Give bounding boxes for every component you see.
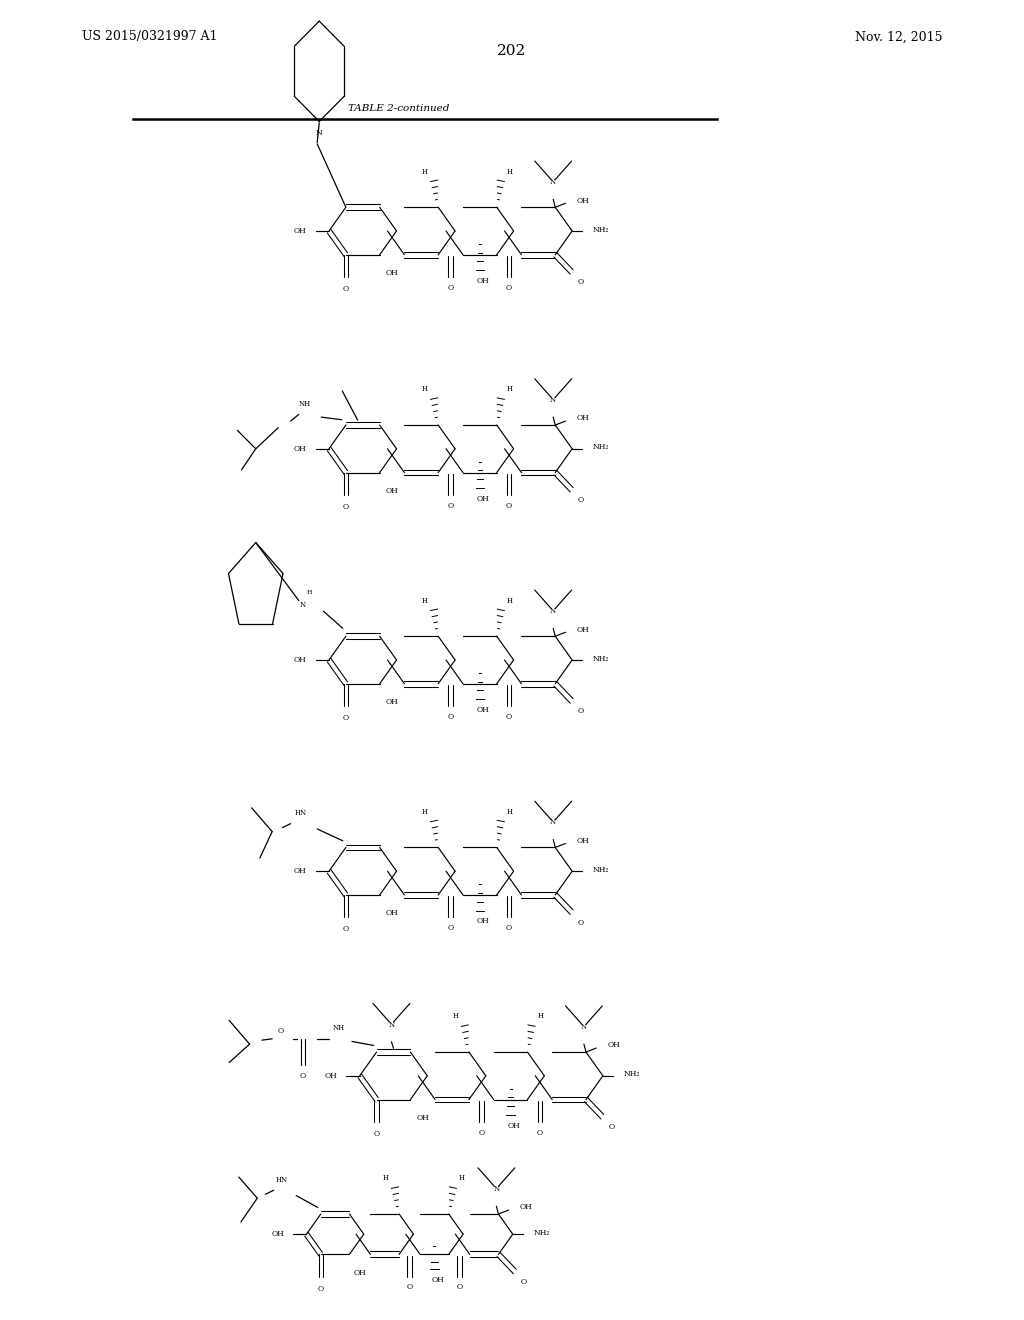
Text: O: O bbox=[447, 924, 454, 932]
Text: O: O bbox=[447, 502, 454, 510]
Text: TABLE 2-continued: TABLE 2-continued bbox=[348, 104, 450, 114]
Text: H: H bbox=[507, 385, 513, 393]
Text: N: N bbox=[550, 396, 556, 404]
Text: H: H bbox=[422, 808, 428, 816]
Text: O: O bbox=[506, 502, 512, 510]
Text: N: N bbox=[581, 1023, 587, 1031]
Text: N: N bbox=[388, 1020, 394, 1028]
Text: N: N bbox=[550, 818, 556, 826]
Text: N: N bbox=[315, 129, 323, 137]
Text: H: H bbox=[538, 1012, 544, 1020]
Text: O: O bbox=[447, 284, 454, 292]
Text: 202: 202 bbox=[498, 44, 526, 58]
Text: O: O bbox=[278, 1027, 284, 1035]
Text: O: O bbox=[343, 503, 349, 511]
Text: NH₂: NH₂ bbox=[534, 1229, 550, 1237]
Text: OH: OH bbox=[386, 909, 398, 917]
Text: N: N bbox=[550, 178, 556, 186]
Text: N: N bbox=[300, 601, 306, 609]
Text: H: H bbox=[507, 168, 513, 176]
Text: NH: NH bbox=[299, 400, 311, 408]
Text: NH₂: NH₂ bbox=[593, 226, 609, 234]
Text: OH: OH bbox=[294, 227, 306, 235]
Text: H: H bbox=[383, 1175, 389, 1183]
Text: OH: OH bbox=[476, 495, 489, 503]
Text: Nov. 12, 2015: Nov. 12, 2015 bbox=[855, 30, 942, 44]
Text: OH: OH bbox=[520, 1204, 532, 1212]
Text: OH: OH bbox=[417, 1114, 429, 1122]
Text: H: H bbox=[422, 597, 428, 605]
Text: O: O bbox=[478, 1129, 484, 1137]
Text: O: O bbox=[506, 924, 512, 932]
Text: H: H bbox=[459, 1175, 465, 1183]
Text: O: O bbox=[608, 1123, 614, 1131]
Text: H: H bbox=[453, 1012, 459, 1020]
Text: O: O bbox=[343, 285, 349, 293]
Text: OH: OH bbox=[476, 706, 489, 714]
Text: NH₂: NH₂ bbox=[593, 444, 609, 451]
Text: N: N bbox=[494, 1185, 500, 1193]
Text: H: H bbox=[507, 808, 513, 816]
Text: OH: OH bbox=[386, 487, 398, 495]
Text: O: O bbox=[317, 1284, 324, 1292]
Text: OH: OH bbox=[577, 197, 589, 205]
Text: OH: OH bbox=[294, 656, 306, 664]
Text: H: H bbox=[306, 590, 311, 595]
Text: O: O bbox=[537, 1129, 543, 1137]
Text: O: O bbox=[506, 284, 512, 292]
Text: NH: NH bbox=[333, 1024, 345, 1032]
Text: O: O bbox=[457, 1283, 462, 1291]
Text: O: O bbox=[578, 708, 584, 715]
Text: OH: OH bbox=[294, 445, 306, 453]
Text: OH: OH bbox=[325, 1072, 337, 1080]
Text: NH₂: NH₂ bbox=[624, 1071, 640, 1078]
Text: O: O bbox=[343, 714, 349, 722]
Text: O: O bbox=[578, 279, 584, 286]
Text: O: O bbox=[374, 1130, 380, 1138]
Text: OH: OH bbox=[476, 917, 489, 925]
Text: H: H bbox=[422, 168, 428, 176]
Text: OH: OH bbox=[577, 837, 589, 845]
Text: NH₂: NH₂ bbox=[593, 655, 609, 663]
Text: NH₂: NH₂ bbox=[593, 866, 609, 874]
Text: OH: OH bbox=[271, 1230, 284, 1238]
Text: HN: HN bbox=[295, 809, 307, 817]
Text: O: O bbox=[506, 713, 512, 721]
Text: OH: OH bbox=[577, 414, 589, 422]
Text: O: O bbox=[447, 713, 454, 721]
Text: O: O bbox=[343, 925, 349, 933]
Text: US 2015/0321997 A1: US 2015/0321997 A1 bbox=[82, 30, 217, 44]
Text: N: N bbox=[550, 607, 556, 615]
Text: OH: OH bbox=[386, 698, 398, 706]
Text: OH: OH bbox=[476, 277, 489, 285]
Text: O: O bbox=[521, 1278, 527, 1286]
Text: H: H bbox=[422, 385, 428, 393]
Text: HN: HN bbox=[275, 1176, 288, 1184]
Text: O: O bbox=[578, 919, 584, 927]
Text: OH: OH bbox=[577, 626, 589, 634]
Text: O: O bbox=[578, 496, 584, 504]
Text: H: H bbox=[507, 597, 513, 605]
Text: OH: OH bbox=[294, 867, 306, 875]
Text: OH: OH bbox=[507, 1122, 520, 1130]
Text: OH: OH bbox=[431, 1276, 443, 1284]
Text: O: O bbox=[300, 1072, 306, 1080]
Text: OH: OH bbox=[386, 269, 398, 277]
Text: O: O bbox=[407, 1283, 413, 1291]
Text: OH: OH bbox=[353, 1269, 367, 1276]
Text: OH: OH bbox=[607, 1041, 620, 1049]
